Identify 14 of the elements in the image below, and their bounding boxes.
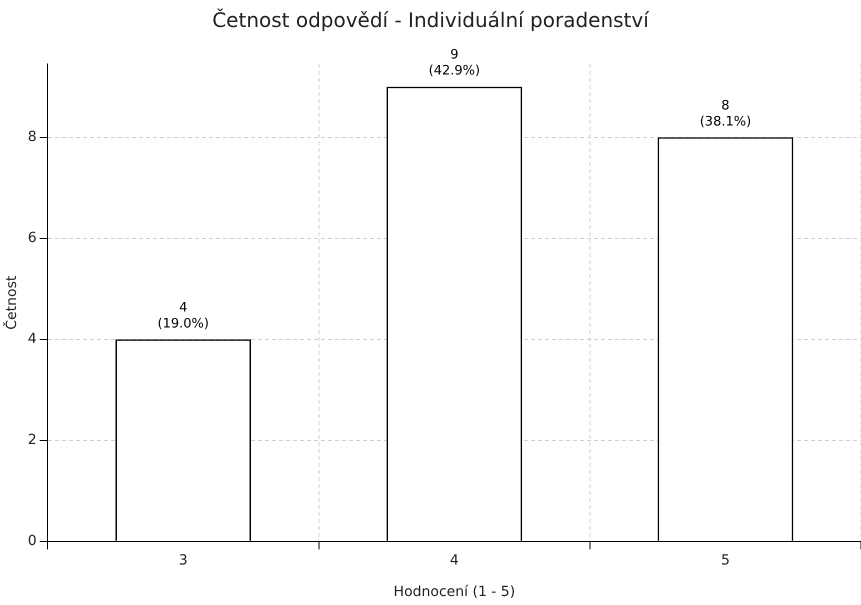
y-tick-label: 6: [28, 230, 37, 246]
x-axis-title: Hodnocení (1 - 5): [394, 584, 516, 600]
chart-title: Četnost odpovědí - Individuální poradenství: [212, 8, 650, 32]
x-tick-label: 3: [178, 552, 188, 568]
data-label: 8 (38.1%): [700, 98, 752, 130]
x-tick-label: 4: [450, 552, 459, 568]
data-label: 4 (19.0%): [158, 300, 209, 332]
x-tick-label: 5: [720, 552, 730, 568]
y-axis-title: Četnost: [3, 275, 20, 330]
y-tick-label: 2: [28, 432, 37, 448]
y-tick-label: 4: [28, 330, 37, 347]
y-tick-label: 8: [28, 128, 37, 145]
y-tick-label: 0: [28, 533, 37, 550]
data-label: 9 (42.9%): [428, 48, 480, 79]
